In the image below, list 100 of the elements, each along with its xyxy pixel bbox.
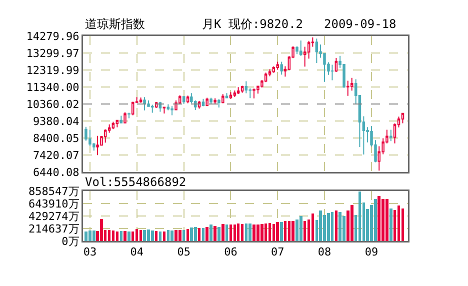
x-tick-label: 08 — [318, 246, 332, 259]
bar — [299, 216, 302, 241]
x-tick-label: 05 — [177, 246, 190, 259]
candlestick — [112, 121, 115, 130]
bar — [256, 224, 260, 241]
y-tick-label: 214637万 — [28, 222, 80, 236]
candlestick — [116, 120, 119, 128]
x-tick-label: 04 — [130, 246, 144, 259]
text: 月K 现价:9820.2 — [202, 17, 304, 31]
candlestick — [390, 129, 392, 142]
bar — [154, 231, 158, 241]
candlestick — [182, 96, 186, 104]
candlestick — [96, 135, 99, 156]
text: 2009-09-18 — [324, 17, 396, 31]
bar — [143, 230, 146, 241]
bar — [222, 224, 224, 241]
y-tick-label: 10360.02 — [26, 98, 80, 111]
bar — [296, 219, 298, 241]
bar — [206, 227, 208, 241]
candlestick — [143, 96, 146, 111]
y-tick-label: 429274万 — [28, 210, 80, 223]
bar — [386, 199, 388, 241]
chart-title: 道琼斯指数 — [85, 17, 145, 31]
x-tick-label: 03 — [83, 246, 97, 259]
bar — [236, 224, 240, 241]
bar — [229, 224, 232, 241]
y-tick-label: 8400.05 — [32, 132, 80, 145]
bar — [382, 199, 384, 241]
candlestick — [280, 61, 283, 76]
bar — [378, 196, 380, 241]
candlestick — [88, 129, 92, 146]
candlestick — [222, 94, 224, 104]
candlestick — [244, 80, 248, 94]
candlestick — [240, 85, 244, 94]
bar — [147, 229, 150, 241]
bar — [225, 224, 228, 241]
bar — [350, 204, 354, 241]
bar — [252, 224, 256, 241]
bar — [319, 210, 322, 241]
text: Vol:5554866892 — [85, 175, 186, 189]
bar — [276, 222, 279, 241]
x-tick-label: 07 — [270, 246, 284, 259]
y-tick-label: 11340.00 — [26, 80, 80, 94]
bar — [190, 228, 193, 241]
bar — [264, 224, 268, 241]
x-tick-label: 06 — [224, 246, 238, 259]
bar — [292, 221, 294, 241]
candlestick — [272, 66, 276, 74]
bar — [272, 224, 276, 241]
candlestick — [229, 92, 232, 100]
candlestick — [330, 64, 334, 81]
candlestick — [236, 86, 240, 95]
candlestick — [170, 106, 174, 116]
y-tick-label: 9380.04 — [32, 114, 80, 128]
bar — [260, 224, 264, 241]
candlestick — [162, 106, 166, 114]
bar — [397, 205, 400, 241]
candlestick — [334, 58, 338, 73]
candlestick — [252, 88, 256, 99]
candlestick — [104, 128, 107, 144]
candlestick — [276, 61, 279, 70]
bar — [198, 228, 201, 241]
bar — [210, 224, 212, 241]
bar — [284, 221, 287, 241]
bar — [334, 210, 338, 241]
bar — [214, 226, 216, 241]
bar — [358, 192, 362, 241]
candlestick — [206, 97, 208, 107]
bar — [342, 216, 346, 241]
bar — [116, 232, 119, 241]
bar — [280, 222, 283, 241]
bar — [218, 227, 220, 241]
candlestick — [150, 104, 154, 114]
y-tick-label: 13299.97 — [26, 46, 80, 60]
bar — [240, 224, 244, 241]
y-tick-label: 0万 — [62, 234, 80, 248]
candlestick — [202, 98, 205, 107]
bar — [233, 224, 236, 241]
bar — [150, 230, 154, 241]
bar — [194, 227, 197, 241]
candlestick — [346, 80, 350, 96]
bar — [178, 230, 182, 241]
bar — [124, 231, 126, 241]
bar — [330, 212, 334, 241]
bar — [84, 232, 88, 241]
bar — [390, 208, 392, 241]
candlestick — [128, 112, 130, 119]
bar — [174, 230, 178, 241]
candlestick — [124, 112, 126, 124]
y-tick-label: 14279.96 — [26, 30, 80, 43]
bar — [374, 199, 377, 241]
bar — [158, 232, 162, 241]
bar — [120, 231, 123, 241]
candlestick — [120, 115, 123, 124]
y-tick-label: 7420.07 — [32, 148, 80, 162]
candlestick — [186, 95, 190, 104]
y-tick-label: 858547万 — [28, 184, 80, 198]
candlestick — [233, 90, 236, 98]
bar — [338, 212, 342, 241]
x-tick-label: 09 — [364, 246, 378, 259]
